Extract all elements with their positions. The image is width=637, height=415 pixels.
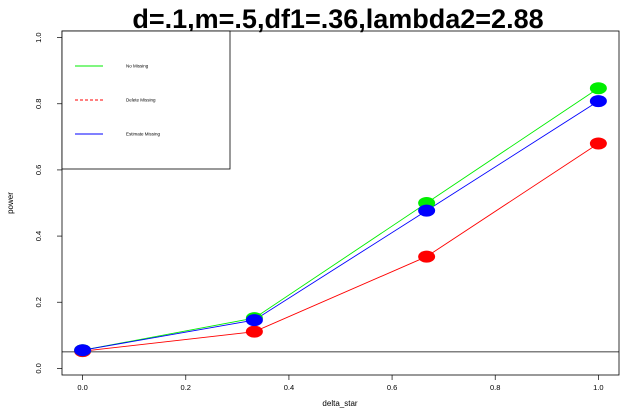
y-axis-label: power [6, 192, 15, 214]
chart-title: d=.1,m=.5,df1=.36,lambda2=2.88 [132, 4, 543, 34]
x-tick-label: 0.0 [77, 383, 87, 392]
series-line-delete-missing [82, 143, 599, 352]
legend-label: Estimate Missing [126, 132, 161, 137]
y-tick-label: 0.6 [34, 165, 43, 175]
x-tick-label: 0.4 [284, 383, 294, 392]
data-point-delete-missing [245, 325, 263, 338]
x-tick-label: 0.2 [181, 383, 191, 392]
x-axis-label: delta_star [322, 399, 357, 408]
series-line-estimate-missing [82, 100, 599, 351]
y-tick-label: 0.2 [34, 297, 43, 307]
x-tick-label: 0.6 [387, 383, 397, 392]
data-point-no-missing [589, 82, 607, 95]
series-line-no-missing [82, 87, 599, 351]
legend-label: Delete Missing [126, 98, 156, 103]
x-tick-label: 0.8 [490, 383, 500, 392]
data-point-estimate-missing [74, 344, 92, 357]
data-point-delete-missing [589, 137, 607, 150]
y-tick-label: 0.8 [34, 99, 43, 109]
series-layer [74, 82, 607, 358]
data-point-estimate-missing [589, 95, 607, 108]
legend-items: No Missing Delete Missing Estimate Missing [75, 64, 161, 137]
data-point-delete-missing [418, 250, 436, 263]
y-tick-label: 0.0 [34, 363, 43, 373]
y-tick-label: 1.0 [34, 32, 43, 42]
data-point-estimate-missing [245, 314, 263, 327]
data-point-estimate-missing [418, 204, 436, 217]
y-tick-label: 0.4 [34, 231, 43, 241]
legend-label: No Missing [126, 64, 149, 69]
plot-frame [61, 30, 620, 376]
y-axis: 0.0 0.2 0.4 0.6 0.8 1.0 [34, 32, 62, 374]
x-axis: 0.0 0.2 0.4 0.6 0.8 1.0 [77, 375, 604, 392]
legend: No Missing Delete Missing Estimate Missing [61, 30, 231, 170]
x-tick-label: 1.0 [593, 383, 603, 392]
